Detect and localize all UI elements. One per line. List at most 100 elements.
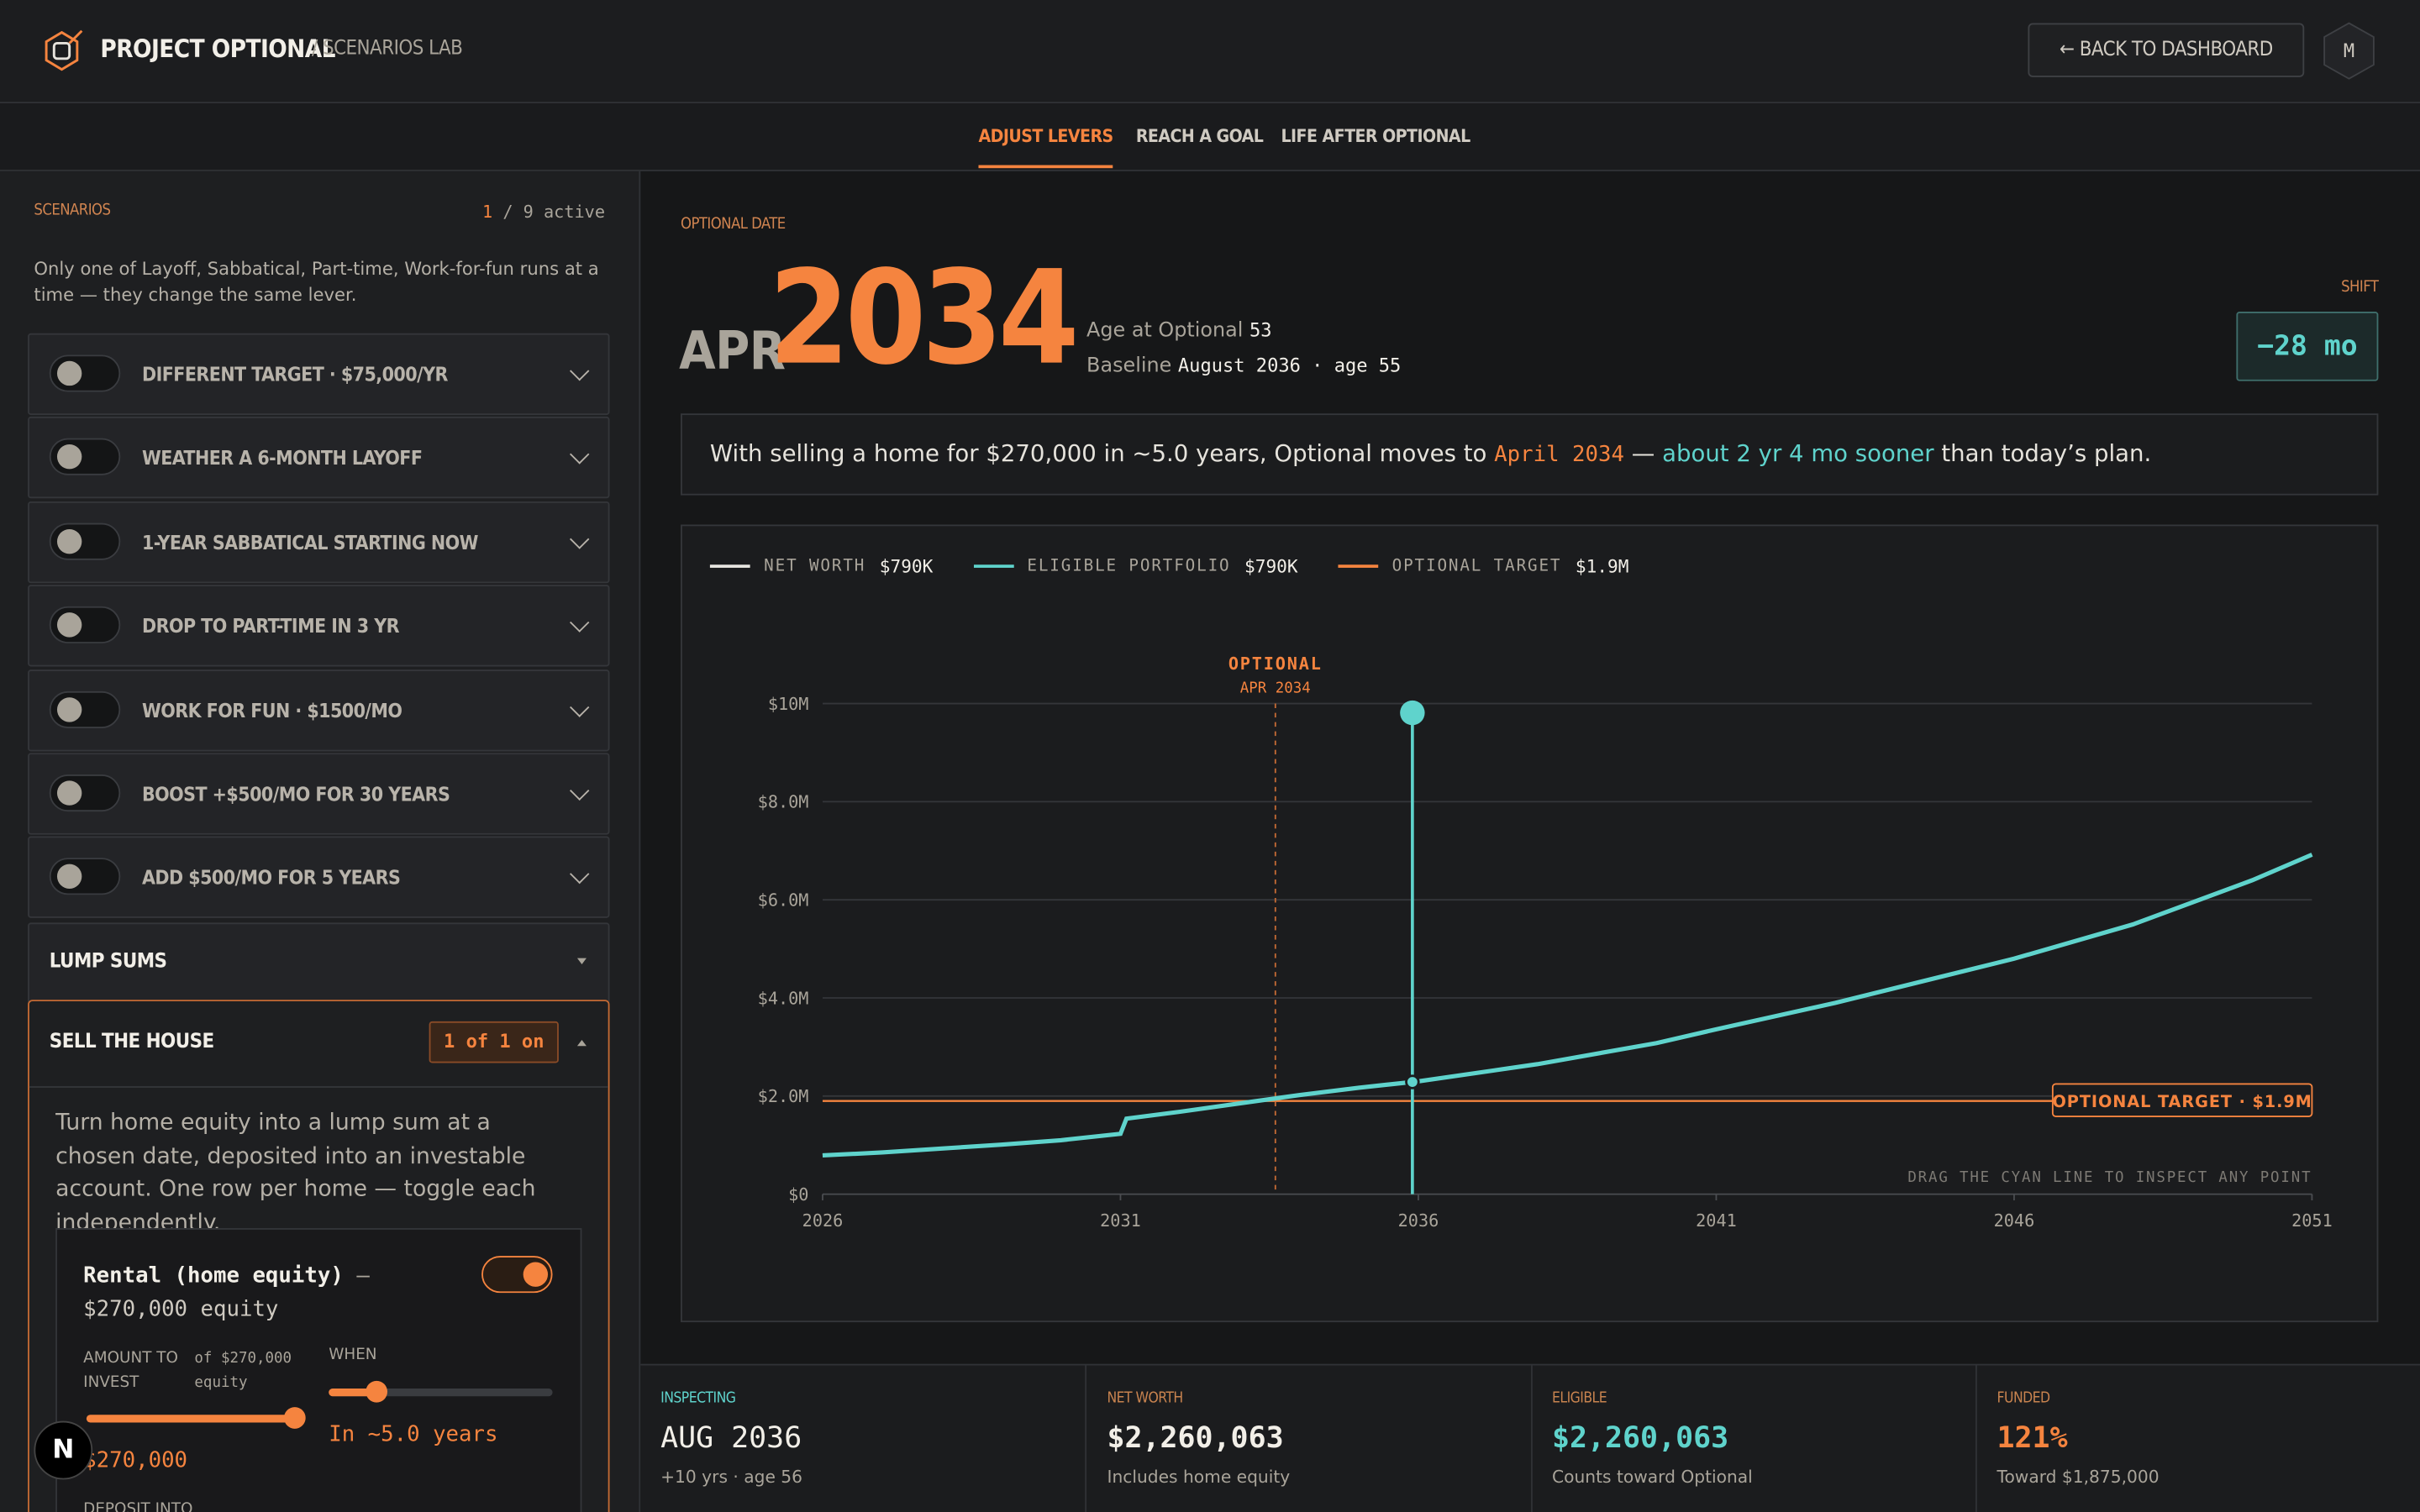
sidebar-heading: SCENARIOS <box>34 202 111 219</box>
amount-slider[interactable] <box>86 1415 297 1423</box>
avatar[interactable]: M <box>2321 22 2376 81</box>
stat-note: Counts toward Optional <box>1552 1467 1753 1488</box>
knob <box>56 612 82 638</box>
chart-panel: NET WORTH $790K ELIGIBLE PORTFOLIO $790K OPT… <box>681 524 2379 1323</box>
chevron <box>570 696 590 717</box>
stat-label: INSPECTING <box>660 1389 736 1408</box>
home-title: Rental (home equity) — $270,000 equity <box>83 1259 469 1327</box>
scenario-label: WEATHER A 6-MONTH LAYOFF <box>141 446 423 470</box>
knob <box>56 780 82 806</box>
legend-item: ELIGIBLE PORTFOLIO $790K <box>973 555 1298 577</box>
age-line: Age at Optional 53 <box>1086 319 1271 343</box>
amount-value: $270,000 <box>83 1448 188 1474</box>
stat-value: $2,260,063 <box>1552 1420 1729 1456</box>
tab[interactable]: LIFE AFTER OPTIONAL <box>1281 124 1470 147</box>
series-line <box>822 853 2313 1158</box>
stat-label: FUNDED <box>1996 1389 2051 1408</box>
home-card: Rental (home equity) — $270,000 equity AM… <box>55 1228 582 1512</box>
scenario-row[interactable]: 1-YEAR SABBATICAL STARTING NOW <box>28 501 610 583</box>
chevron <box>570 780 590 801</box>
baseline-line: Baseline August 2036 · age 55 <box>1086 354 1401 378</box>
knob <box>523 1262 549 1287</box>
inspect-handle[interactable] <box>1400 700 1425 726</box>
message-prefix: With selling a home for $270,000 in ~5.0… <box>709 439 1487 468</box>
optional-label: OPTIONAL <box>1228 654 1323 674</box>
legend: NET WORTH $790K ELIGIBLE PORTFOLIO $790K OPT… <box>709 555 1629 577</box>
stat-card: NET WORTH $2,260,063 Includes home equity <box>1085 1365 1532 1512</box>
avatar-letter: M <box>2344 41 2354 62</box>
stat-note: +10 yrs · age 56 <box>660 1467 803 1488</box>
toggle[interactable] <box>49 858 121 896</box>
scenario-row[interactable]: DIFFERENT TARGET · $75,000/YR <box>28 333 610 416</box>
home-equity: $270,000 equity <box>83 1297 279 1323</box>
legend-name: NET WORTH <box>764 557 866 576</box>
toggle[interactable] <box>49 438 121 476</box>
lump-sums-row[interactable]: LUMP SUMS <box>28 922 610 1005</box>
y-tick-label: $0 <box>788 1184 808 1205</box>
when-value: In ~5.0 years <box>329 1422 498 1447</box>
stat-note: Includes home equity <box>1107 1467 1291 1488</box>
when-knob[interactable] <box>366 1380 388 1403</box>
toggle[interactable] <box>49 606 121 644</box>
x-tick-label: 2026 <box>802 1210 844 1231</box>
summary-month: APR <box>679 321 786 383</box>
tab[interactable]: REACH A GOAL <box>1135 124 1264 147</box>
stat-label: NET WORTH <box>1107 1389 1183 1408</box>
x-tick-label: 2041 <box>1696 1210 1737 1231</box>
sell-house-description: Turn home equity into a lump sum at a ch… <box>55 1110 536 1236</box>
target-label: OPTIONAL TARGET · $1.9M <box>2053 1092 2312 1111</box>
chevron <box>570 361 590 381</box>
scenario-row[interactable]: ADD $500/MO FOR 5 YEARS <box>28 837 610 919</box>
baseline-label: Baseline <box>1086 354 1172 379</box>
sell-house-title: SELL THE HOUSE <box>49 1030 214 1054</box>
amount-label: AMOUNT TO INVEST <box>83 1350 178 1392</box>
scenario-row[interactable]: BOOST +$500/MO FOR 30 YEARS <box>28 753 610 835</box>
scenario-row[interactable]: WORK FOR FUN · $1500/MO <box>28 669 610 751</box>
section: / SCENARIOS LAB <box>312 37 463 60</box>
sell-house-header[interactable]: SELL THE HOUSE 1 of 1 on <box>29 1001 608 1088</box>
scenario-row[interactable]: WEATHER A 6-MONTH LAYOFF <box>28 417 610 499</box>
logo <box>45 29 83 71</box>
legend-value: $790K <box>1244 555 1298 577</box>
scenario-label: DIFFERENT TARGET · $75,000/YR <box>141 362 448 386</box>
toggle[interactable] <box>49 522 121 560</box>
dev-badge[interactable]: N <box>34 1420 93 1480</box>
chevron <box>570 612 590 633</box>
shift-value: −28 mo <box>2236 312 2379 381</box>
scenario-label: ADD $500/MO FOR 5 YEARS <box>141 866 401 890</box>
scenario-row[interactable]: DROP TO PART-TIME IN 3 YR <box>28 585 610 667</box>
x-tick-label: 2051 <box>2291 1210 2333 1231</box>
lump-sums-label: LUMP SUMS <box>49 950 167 974</box>
tab[interactable]: ADJUST LEVERS <box>978 125 1113 169</box>
y-tick-label: $2.0M <box>758 1086 809 1106</box>
age: 53 <box>1249 319 1272 341</box>
scenario-label: WORK FOR FUN · $1500/MO <box>141 698 402 722</box>
tab-bar: ADJUST LEVERS REACH A GOAL LIFE AFTER OPTI… <box>0 103 2420 171</box>
when-label: WHEN <box>329 1347 377 1364</box>
chart-hint: DRAG THE CYAN LINE TO INSPECT ANY POINT <box>1907 1169 2312 1186</box>
home-name: Rental (home equity) <box>83 1263 344 1289</box>
knob <box>56 528 82 554</box>
chevron <box>570 444 590 465</box>
caret <box>576 958 587 964</box>
y-tick-label: $4.0M <box>758 988 809 1008</box>
y-tick-label: $10M <box>768 694 809 714</box>
knob <box>56 696 82 722</box>
toggle[interactable] <box>49 354 121 392</box>
toggle[interactable] <box>49 774 121 812</box>
stat-value: $2,260,063 <box>1107 1420 1284 1456</box>
summary-label: OPTIONAL DATE <box>681 216 786 234</box>
baseline: August 2036 · age 55 <box>1177 354 1402 377</box>
toggle[interactable] <box>49 690 121 728</box>
stat-card: ELIGIBLE $2,260,063 Counts toward Optional <box>1530 1365 1976 1512</box>
amount-knob[interactable] <box>283 1407 306 1429</box>
y-tick-label: $8.0M <box>758 792 809 812</box>
home-toggle[interactable] <box>481 1256 553 1294</box>
legend-name: ELIGIBLE PORTFOLIO <box>1027 557 1231 576</box>
when-slider[interactable] <box>329 1389 553 1397</box>
header: PROJECT OPTIONAL / SCENARIOS LAB ← BACK … <box>0 0 2420 104</box>
back-button[interactable]: ← BACK TO DASHBOARD <box>2028 23 2305 77</box>
x-tick-label: 2031 <box>1100 1210 1141 1231</box>
y-tick-label: $6.0M <box>758 890 809 911</box>
